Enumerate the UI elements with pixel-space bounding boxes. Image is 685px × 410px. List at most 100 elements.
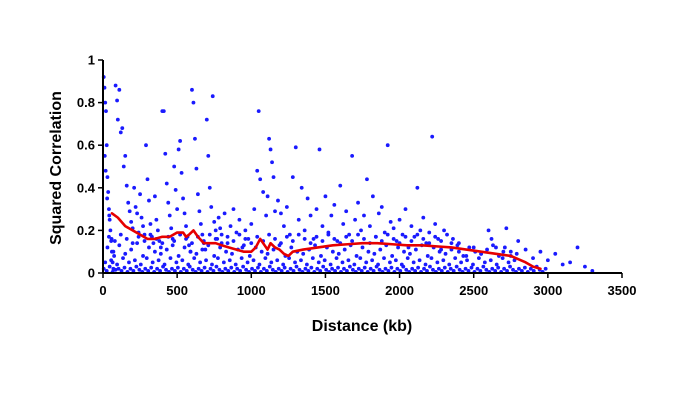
data-point bbox=[148, 222, 153, 226]
data-point bbox=[271, 175, 276, 180]
data-point bbox=[413, 268, 418, 273]
data-point bbox=[362, 213, 366, 218]
data-point bbox=[245, 260, 250, 265]
data-point bbox=[194, 166, 199, 171]
data-point bbox=[383, 266, 388, 271]
data-point bbox=[330, 249, 335, 254]
data-point bbox=[382, 230, 387, 235]
data-point bbox=[148, 232, 153, 237]
data-point bbox=[402, 249, 406, 254]
data-point bbox=[111, 249, 116, 254]
data-point bbox=[293, 260, 297, 265]
data-point bbox=[442, 228, 446, 233]
data-point bbox=[113, 83, 118, 88]
data-point bbox=[257, 262, 262, 267]
data-point bbox=[219, 232, 224, 237]
data-point bbox=[323, 194, 328, 199]
data-point bbox=[190, 87, 194, 92]
data-point bbox=[256, 109, 261, 114]
x-tick-label: 0 bbox=[99, 283, 106, 298]
data-point bbox=[204, 258, 208, 263]
data-point bbox=[249, 222, 254, 226]
data-point bbox=[176, 147, 181, 152]
data-point bbox=[317, 147, 322, 152]
data-point bbox=[118, 130, 123, 135]
data-point bbox=[504, 226, 509, 231]
data-point bbox=[123, 251, 128, 256]
data-point bbox=[141, 254, 145, 258]
data-point bbox=[203, 247, 208, 252]
data-point bbox=[296, 217, 301, 222]
data-point bbox=[314, 234, 319, 239]
data-point bbox=[417, 258, 422, 263]
data-point bbox=[320, 239, 325, 243]
data-point bbox=[121, 256, 125, 260]
data-point bbox=[149, 265, 154, 270]
data-point bbox=[301, 251, 306, 256]
data-point bbox=[115, 98, 119, 103]
data-point bbox=[436, 237, 441, 241]
data-point bbox=[142, 239, 147, 243]
y-tick-label: 0.8 bbox=[77, 95, 95, 110]
data-point bbox=[107, 264, 112, 269]
data-point bbox=[104, 268, 109, 273]
data-point bbox=[350, 239, 355, 243]
data-point bbox=[117, 87, 122, 92]
data-point bbox=[184, 237, 188, 241]
data-point bbox=[439, 268, 444, 273]
data-point bbox=[241, 264, 246, 269]
data-point bbox=[464, 254, 469, 258]
data-point bbox=[308, 213, 313, 218]
data-point bbox=[488, 258, 493, 263]
data-point bbox=[299, 185, 304, 190]
data-point bbox=[405, 256, 410, 260]
data-point bbox=[235, 266, 240, 271]
data-point bbox=[207, 232, 212, 237]
data-point bbox=[313, 243, 317, 248]
data-point bbox=[421, 237, 426, 241]
data-point bbox=[516, 239, 521, 243]
data-point bbox=[137, 267, 142, 272]
data-point bbox=[309, 265, 314, 270]
data-point bbox=[263, 256, 268, 260]
data-point bbox=[291, 268, 296, 273]
data-point bbox=[437, 249, 442, 254]
data-point bbox=[394, 239, 399, 243]
data-point bbox=[167, 213, 172, 218]
data-point bbox=[418, 228, 423, 233]
data-point bbox=[385, 232, 390, 237]
data-point bbox=[330, 266, 334, 271]
data-point bbox=[443, 251, 448, 256]
data-point bbox=[163, 151, 168, 156]
data-point bbox=[389, 265, 394, 270]
data-point bbox=[366, 249, 371, 254]
data-point bbox=[243, 228, 248, 233]
data-point bbox=[138, 192, 142, 197]
data-point bbox=[347, 232, 352, 237]
data-point bbox=[315, 266, 320, 271]
data-point bbox=[416, 265, 421, 270]
data-point bbox=[466, 268, 471, 273]
data-point bbox=[318, 268, 323, 273]
data-point bbox=[430, 134, 435, 139]
data-point bbox=[553, 251, 558, 256]
data-point bbox=[353, 217, 357, 222]
data-point bbox=[289, 245, 294, 250]
data-point bbox=[107, 207, 111, 212]
data-point bbox=[181, 196, 185, 201]
data-point bbox=[178, 139, 183, 143]
data-point bbox=[368, 224, 372, 229]
data-point bbox=[490, 266, 495, 271]
data-point bbox=[522, 265, 527, 270]
data-point bbox=[531, 268, 536, 273]
data-point bbox=[184, 224, 188, 229]
data-point bbox=[360, 245, 365, 250]
data-point bbox=[198, 260, 203, 265]
data-point bbox=[103, 168, 108, 173]
data-point bbox=[415, 232, 420, 237]
data-point bbox=[448, 266, 453, 271]
data-point bbox=[427, 230, 432, 235]
data-point bbox=[124, 237, 129, 241]
data-point bbox=[370, 258, 375, 263]
